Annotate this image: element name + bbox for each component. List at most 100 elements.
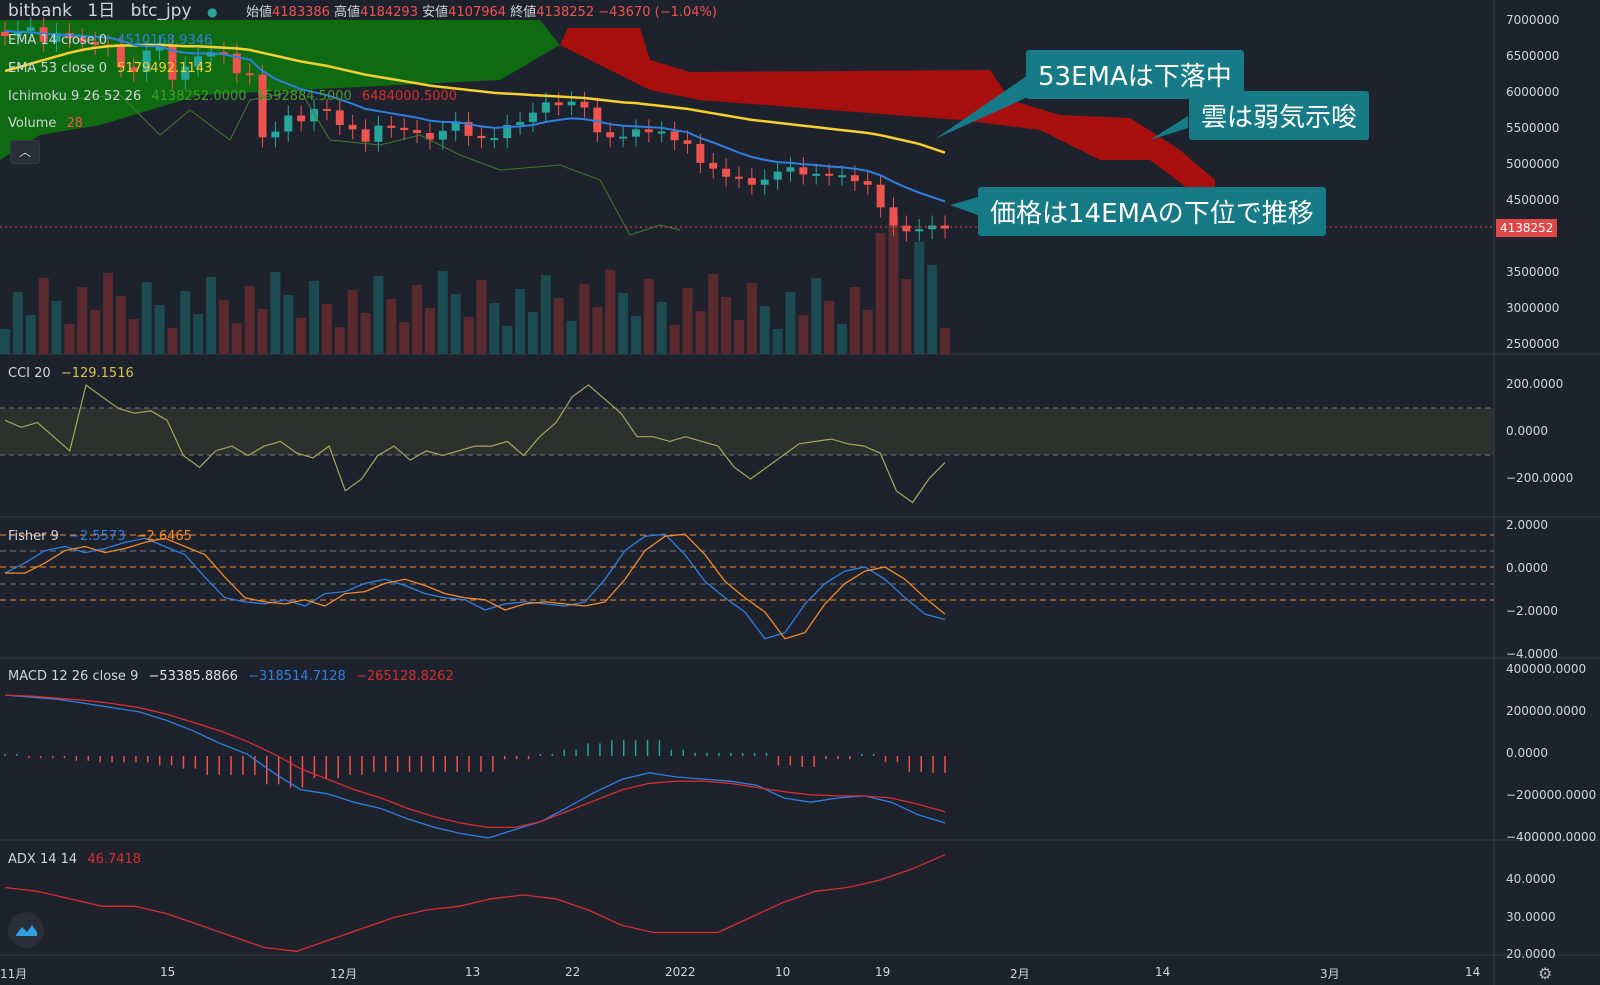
volume-bar (772, 329, 783, 354)
candle (657, 131, 666, 134)
price-axis-label: 6000000 (1506, 85, 1560, 99)
volume-bar (502, 326, 513, 354)
close-label: 終値 (510, 5, 537, 20)
cci-name: CCI 20 (8, 366, 51, 381)
legend-adx[interactable]: ADX 14 14 46.7418 (8, 852, 141, 868)
candle (863, 181, 872, 185)
ema53-value: 5179492.1143 (117, 61, 213, 76)
volume-bar (437, 271, 448, 354)
candle (850, 175, 859, 182)
low-value: 4107964 (448, 5, 507, 20)
volume-bar (733, 320, 744, 354)
tradingview-logo-icon[interactable] (8, 912, 44, 948)
volume-bar (888, 216, 899, 354)
volume-bar (206, 277, 217, 354)
candle (387, 125, 396, 128)
volume-bar (360, 313, 371, 354)
candle (13, 30, 22, 37)
volume-bar (141, 282, 152, 354)
candle (734, 176, 743, 179)
volume-bar (321, 304, 332, 354)
legend-macd[interactable]: MACD 12 26 close 9 −53385.8866 −318514.7… (8, 669, 454, 685)
volume-bar (25, 315, 36, 354)
volume-bar (862, 310, 873, 354)
macd-histogram (4, 740, 946, 788)
adx-name: ADX 14 14 (8, 852, 78, 867)
candle (438, 130, 447, 140)
legend-ema53[interactable]: EMA 53 close 0 5179492.1143 (8, 61, 212, 77)
volume-bar (373, 276, 384, 354)
volume-bar (811, 278, 822, 354)
status-dot-icon: ● (206, 5, 218, 19)
ema14-name: EMA 14 close 0 (8, 33, 108, 48)
collapse-legend-button[interactable]: ︿ (10, 140, 40, 164)
volume-bar (180, 291, 191, 354)
interval[interactable]: 1日 (87, 1, 116, 21)
ohlc-readout: 始値4183386 高値4184293 安値4107964 終値4138252 … (246, 5, 717, 21)
candle (477, 135, 486, 139)
high-value: 4184293 (360, 5, 418, 20)
volume-bar (103, 273, 114, 354)
candle (490, 138, 499, 141)
candle (825, 173, 834, 176)
price-axis-label: 6500000 (1506, 49, 1560, 63)
exchange-name: bitbank (8, 1, 73, 21)
candle (516, 122, 525, 125)
macd-axis-label: −400000.0000 (1506, 830, 1597, 844)
ema53-line (4, 43, 946, 154)
fisher-axis-label: −2.0000 (1506, 604, 1559, 618)
macd-axis-label: 0.0000 (1506, 746, 1548, 760)
volume-bar (579, 284, 590, 354)
cci-axis-label: 0.0000 (1506, 424, 1548, 438)
legend-fisher[interactable]: Fisher 9 −2.5573 −2.6465 (8, 529, 192, 545)
volume-bar (167, 328, 178, 354)
symbol-header[interactable]: bitbank 1日 btc_jpy ● (8, 3, 217, 20)
legend-volume[interactable]: Volume 28 (8, 116, 83, 132)
annotation-53ema-falling[interactable]: 53EMAは下落中 (1026, 50, 1244, 99)
cci-axis-label: −200.0000 (1506, 471, 1574, 485)
volume-bar (309, 281, 320, 354)
volume-bar (347, 290, 358, 354)
volume-bar (592, 307, 603, 354)
time-axis-label: 2月 (1010, 967, 1030, 981)
ichimoku-value-3: 6484000.5000 (361, 89, 458, 104)
price-axis-label: 3000000 (1506, 301, 1560, 315)
volume-bar (193, 314, 204, 354)
time-axis-label: 10 (775, 965, 791, 979)
cci-line (4, 383, 946, 504)
price-axis-label: 3500000 (1506, 265, 1560, 279)
annotation-price-below-14ema[interactable]: 価格は14EMAの下位で推移 (978, 187, 1326, 236)
volume-bar (515, 289, 526, 354)
candle (619, 136, 628, 139)
macd-axis-label: 200000.0000 (1506, 704, 1587, 718)
volume-bar (0, 329, 10, 354)
legend-cci[interactable]: CCI 20 −129.1516 (8, 366, 134, 382)
ema14-value: 4510168.9346 (117, 33, 213, 48)
volume-bar (875, 233, 886, 354)
candle (503, 124, 512, 139)
volume-bar (656, 302, 667, 354)
volume-bar (849, 287, 860, 354)
volume-bar (463, 317, 474, 354)
volume-bar (257, 309, 268, 354)
candle (142, 50, 151, 72)
annotation-cloud-bearish[interactable]: 雲は弱気示唆 (1189, 91, 1370, 140)
gear-icon[interactable]: ⚙ (1538, 964, 1553, 983)
volume-bar (51, 301, 62, 354)
cloud-bearish (560, 28, 1215, 200)
callout-pointer (950, 197, 978, 215)
candle (52, 33, 61, 42)
volume-bar (927, 265, 938, 354)
volume-bar (270, 272, 281, 354)
volume-bar (231, 323, 242, 354)
volume-bar (244, 286, 255, 354)
volume-bar (798, 315, 809, 354)
legend-ema14[interactable]: EMA 14 close 0 4510168.9346 (8, 33, 212, 49)
volume-bar (708, 274, 719, 354)
adx-axis-label: 30.0000 (1506, 910, 1556, 924)
ichimoku-cloud (0, 20, 1215, 200)
legend-ichimoku[interactable]: Ichimoku 9 26 52 26 4138252.0000 5592884… (8, 89, 457, 105)
time-axis-label: 2022 (665, 965, 696, 979)
volume-bar (759, 306, 770, 354)
